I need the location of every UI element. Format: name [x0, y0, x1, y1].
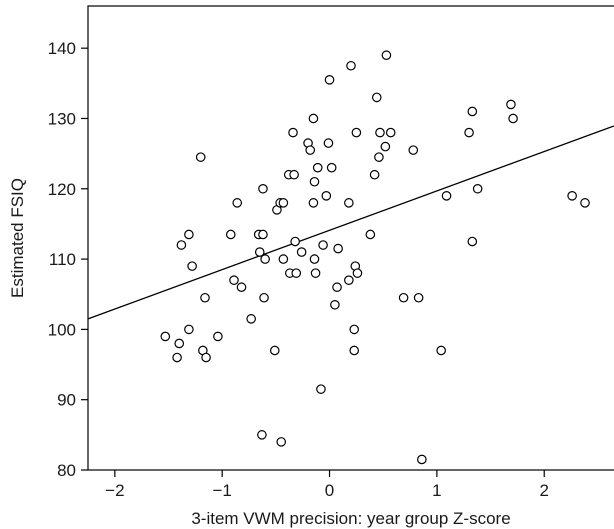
y-axis-label: Estimated FSIQ — [8, 178, 27, 298]
data-point — [351, 127, 362, 138]
data-point — [352, 268, 363, 278]
data-point — [441, 191, 452, 201]
data-point — [464, 127, 474, 138]
data-point — [333, 243, 343, 254]
data-point — [318, 240, 328, 250]
data-point — [232, 198, 243, 208]
data-point — [309, 254, 320, 264]
data-point — [201, 352, 211, 363]
data-point — [332, 282, 342, 293]
data-point — [278, 198, 289, 208]
data-point — [312, 162, 323, 173]
x-tick-label: −2 — [105, 481, 124, 500]
data-point — [288, 127, 298, 138]
data-point — [330, 299, 340, 310]
y-tick-label: 100 — [48, 320, 76, 339]
data-point — [213, 331, 223, 342]
data-point — [296, 247, 307, 257]
data-point — [380, 141, 391, 152]
data-point — [508, 113, 518, 124]
data-point — [258, 229, 268, 240]
data-point — [289, 169, 299, 180]
data-point — [258, 183, 268, 194]
x-axis: −2 −1 0 1 2 — [105, 470, 549, 500]
y-tick-label: 80 — [57, 461, 76, 480]
data-point — [291, 268, 302, 278]
regression-line — [87, 125, 614, 320]
x-tick-label: 2 — [539, 481, 548, 500]
data-point — [316, 384, 326, 394]
data-point — [375, 127, 385, 138]
data-point — [184, 229, 194, 240]
data-point — [184, 324, 194, 335]
data-point — [174, 338, 185, 349]
data-point — [260, 254, 270, 264]
data-point — [436, 345, 446, 356]
x-axis-label: 3-item VWM precision: year group Z-score — [191, 509, 510, 528]
data-point — [276, 437, 287, 447]
y-tick-label: 110 — [49, 250, 76, 269]
data-point — [344, 198, 354, 208]
data-point — [413, 292, 424, 303]
data-point — [381, 50, 392, 61]
data-point — [349, 345, 360, 356]
y-tick-label: 120 — [48, 180, 76, 199]
data-point — [467, 236, 478, 247]
data-point — [398, 292, 409, 303]
data-point — [506, 99, 516, 110]
data-point — [346, 60, 356, 71]
data-point — [236, 282, 247, 293]
y-axis: 80 90 100 110 120 130 140 — [48, 39, 88, 480]
data-point — [225, 229, 236, 240]
plot-area — [87, 5, 614, 471]
x-tick-label: −1 — [212, 481, 231, 500]
data-point — [580, 198, 590, 208]
data-point — [305, 145, 316, 155]
data-point — [323, 138, 334, 148]
data-point — [172, 352, 182, 363]
data-point — [195, 152, 206, 162]
data-point — [278, 254, 289, 264]
data-point — [200, 292, 210, 303]
x-tick-label: 0 — [325, 481, 334, 500]
plot-frame — [87, 5, 614, 471]
data-point — [321, 191, 332, 201]
data-point — [246, 314, 256, 324]
data-point — [326, 162, 337, 173]
data-point — [467, 106, 478, 117]
x-tick-label: 1 — [432, 481, 441, 500]
y-tick-label: 130 — [48, 109, 76, 128]
data-point — [567, 191, 577, 201]
data-point — [310, 268, 321, 278]
data-point — [472, 183, 483, 194]
data-point — [290, 236, 300, 247]
data-point — [344, 275, 354, 285]
data-point — [187, 261, 197, 271]
data-point — [229, 275, 239, 285]
y-tick-label: 90 — [57, 391, 76, 410]
data-point — [408, 145, 419, 155]
data-point — [417, 454, 427, 465]
data-point — [365, 229, 376, 240]
y-tick-label: 140 — [48, 39, 76, 58]
data-point — [160, 331, 171, 342]
data-points — [160, 50, 590, 465]
data-point — [309, 176, 320, 187]
data-point — [371, 92, 382, 103]
data-point — [257, 430, 267, 440]
data-point — [269, 345, 280, 356]
data-point — [176, 240, 187, 250]
data-point — [259, 292, 269, 303]
data-point — [254, 247, 265, 257]
data-point — [324, 75, 335, 85]
data-point — [308, 198, 319, 208]
data-point — [349, 324, 360, 335]
data-point — [308, 113, 319, 124]
data-point — [385, 127, 396, 138]
data-point — [369, 169, 380, 180]
data-point — [374, 152, 384, 162]
